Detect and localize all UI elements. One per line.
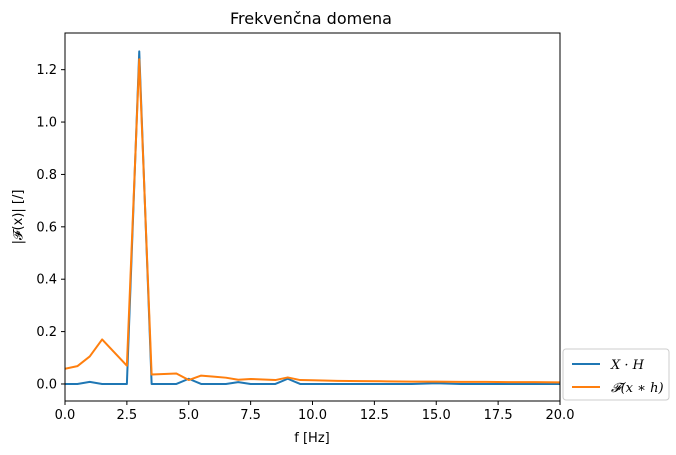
x-tick-label: 5.0 [178,408,199,423]
x-tick-label: 10.0 [298,408,327,423]
y-tick-label: 0.8 [36,168,57,183]
chart-title: Frekvenčna domena [230,9,392,28]
x-tick-label: 2.5 [117,408,138,423]
y-tick-label: 0.2 [36,325,57,340]
x-tick-label: 20.0 [546,408,575,423]
y-tick-label: 1.0 [36,116,57,131]
y-tick-label: 1.2 [36,63,57,78]
x-tick-label: 12.5 [360,408,389,423]
x-tick-label: 15.0 [422,408,451,423]
x-tick-label: 17.5 [484,408,513,423]
y-axis-label: |𝓕(x)| [/] [11,190,26,245]
x-tick-label: 7.5 [240,408,261,423]
y-tick-label: 0.4 [36,273,57,288]
plot-frame [64,32,561,402]
series-line-0 [65,50,560,385]
legend: X · H 𝓕(x ∗ h) [562,348,670,401]
y-tick-label: 0.6 [36,220,57,235]
x-axis-label: f [Hz] [294,431,329,446]
series-line-1 [65,58,560,384]
y-axis: 0.0 0.2 0.4 0.6 0.8 1.0 1.2 [36,63,65,392]
x-tick-label: 0.0 [55,408,76,423]
legend-label-x-h: X · H [610,358,645,373]
x-axis: 0.0 2.5 5.0 7.5 10.0 12.5 15.0 17.5 20.0 [55,401,575,423]
plot-area [65,50,560,385]
y-tick-label: 0.0 [36,377,57,392]
legend-label-f-conv: 𝓕(x ∗ h) [611,381,664,396]
